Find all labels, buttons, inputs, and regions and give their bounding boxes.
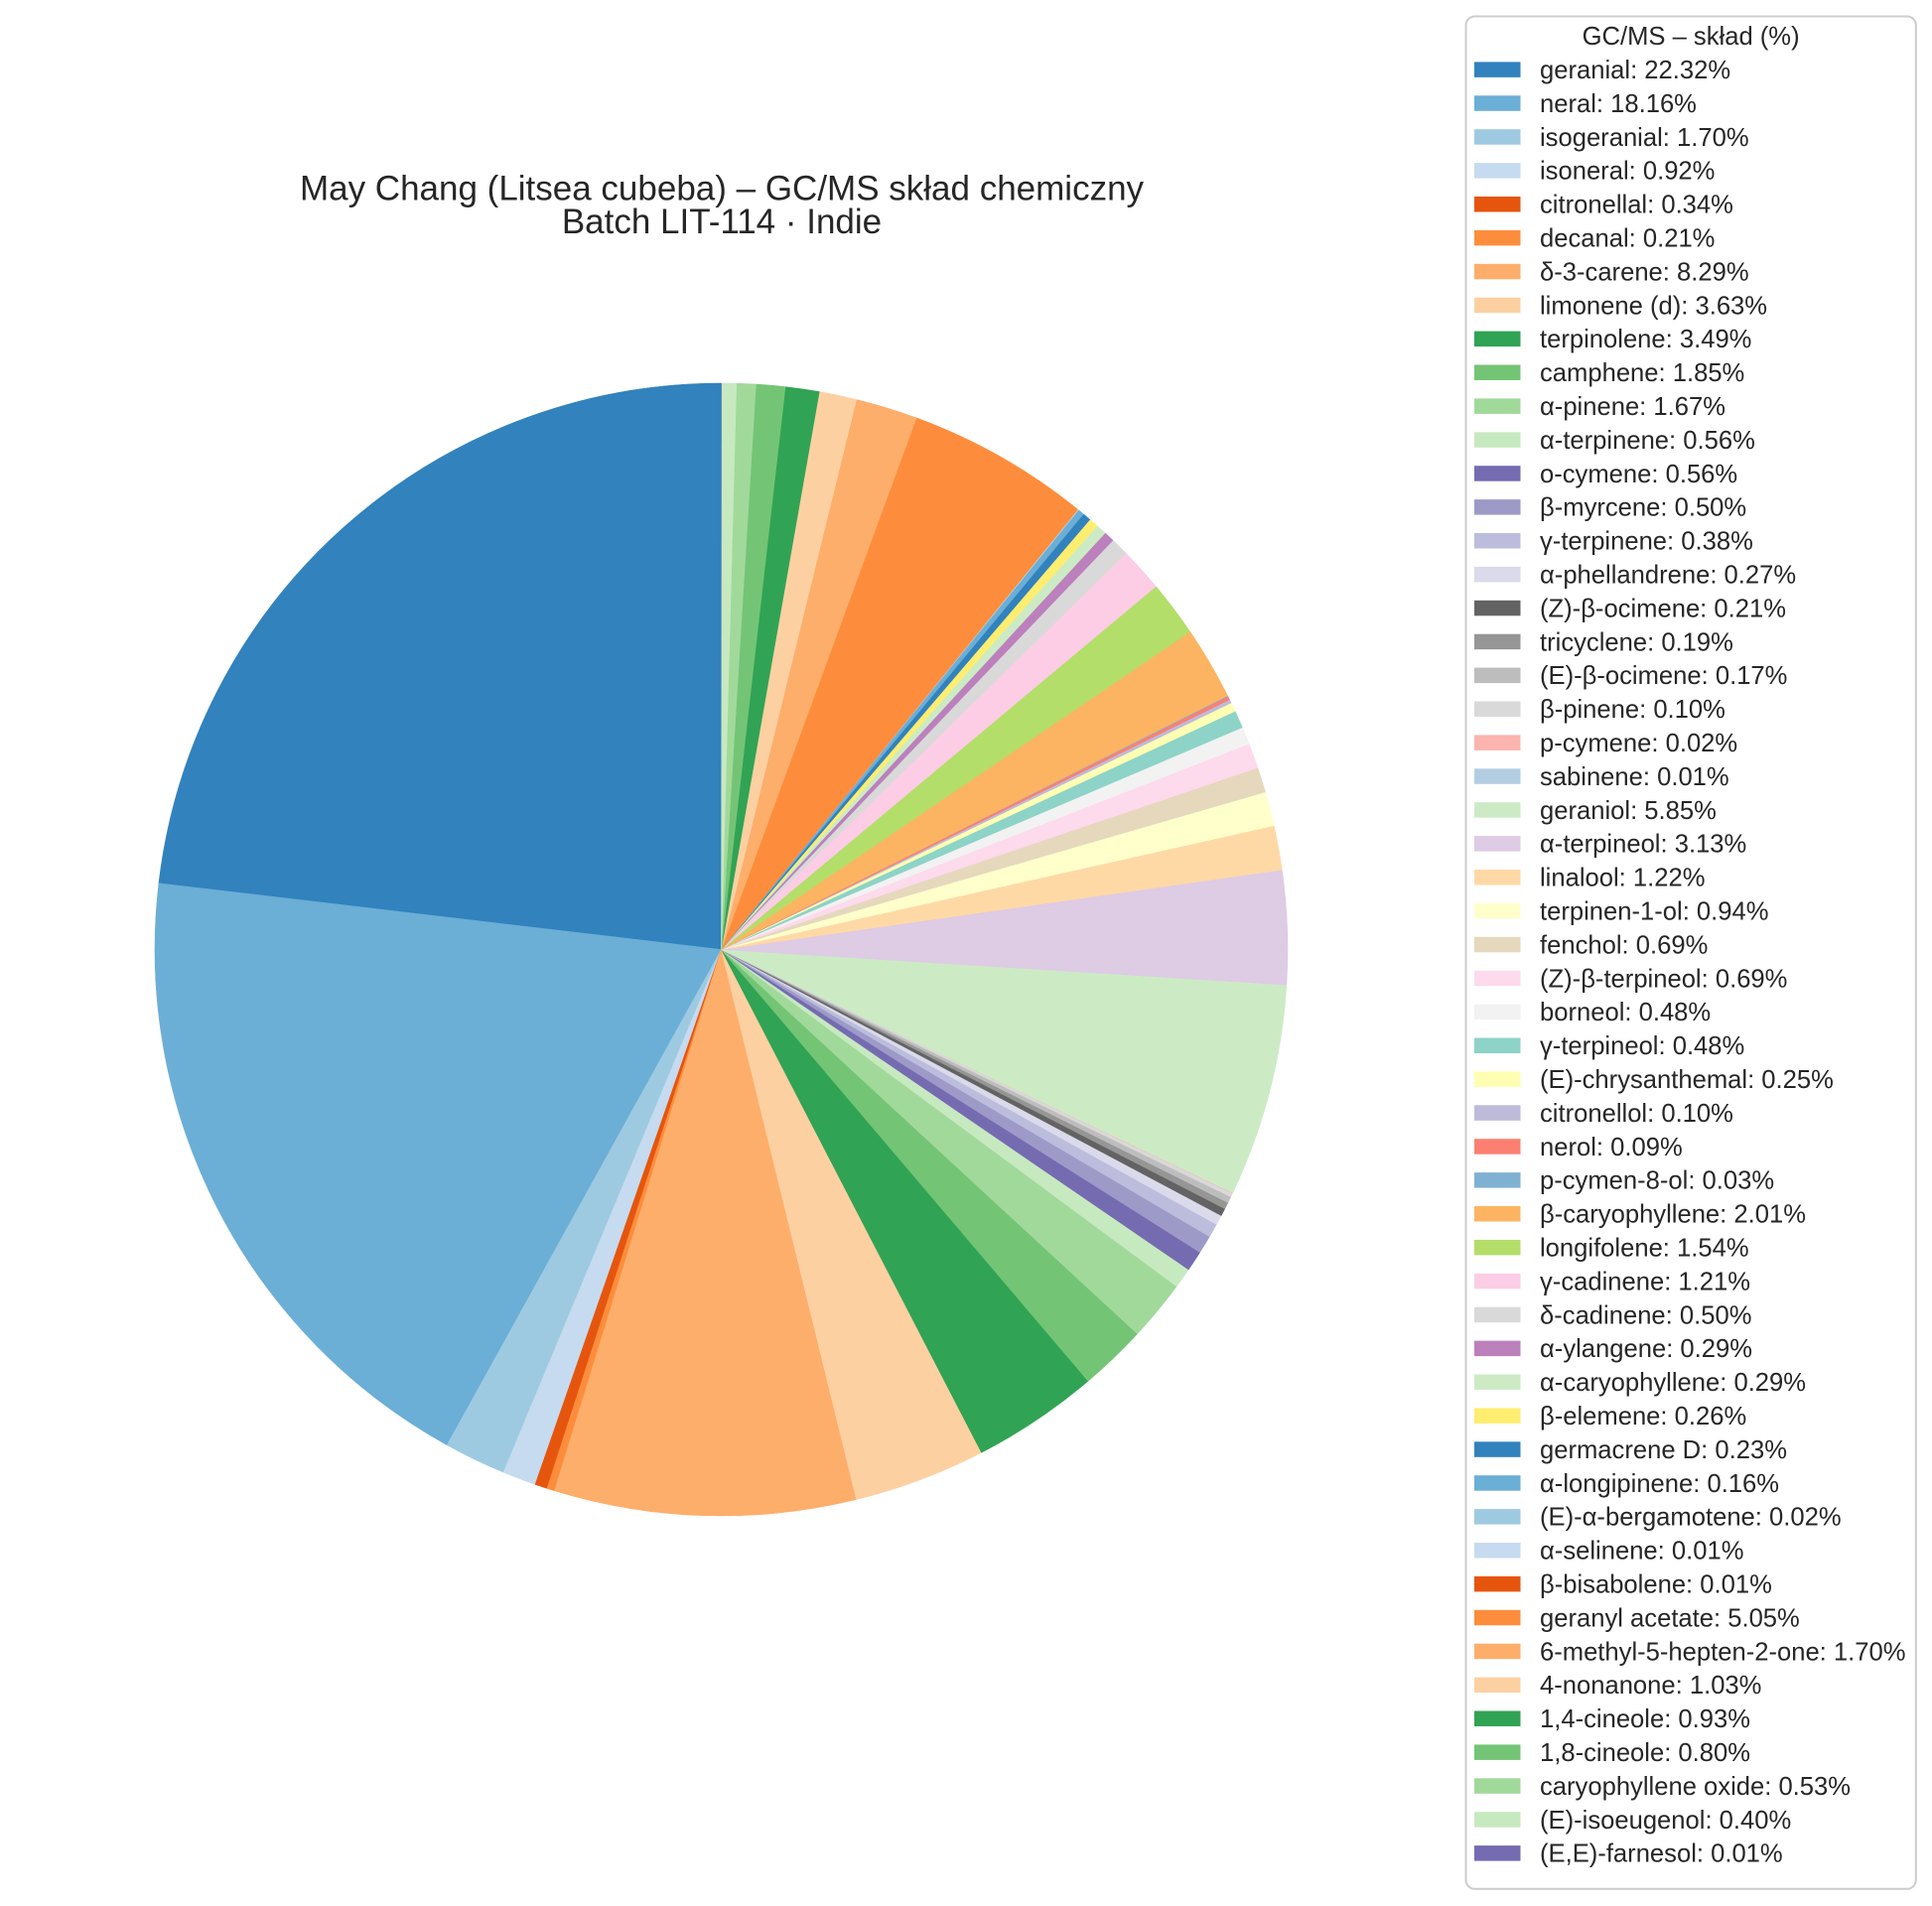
svg-text:longifolene: 1.54%: longifolene: 1.54%	[1540, 1235, 1749, 1263]
svg-text:α-pinene: 1.67%: α-pinene: 1.67%	[1540, 393, 1725, 421]
svg-text:isogeranial: 1.70%: isogeranial: 1.70%	[1540, 124, 1749, 152]
svg-text:sabinene: 0.01%: sabinene: 0.01%	[1540, 763, 1729, 791]
svg-text:(E)-isoeugenol: 0.40%: (E)-isoeugenol: 0.40%	[1540, 1807, 1791, 1835]
svg-text:p-cymene: 0.02%: p-cymene: 0.02%	[1540, 730, 1737, 757]
svg-text:nerol: 0.09%: nerol: 0.09%	[1540, 1134, 1683, 1161]
svg-text:GC/MS – skład (%): GC/MS – skład (%)	[1583, 23, 1800, 51]
svg-text:limonene (d): 3.63%: limonene (d): 3.63%	[1540, 292, 1767, 320]
svg-text:borneol: 0.48%: borneol: 0.48%	[1540, 999, 1711, 1026]
svg-text:6-methyl-5-hepten-2-one: 1.70%: 6-methyl-5-hepten-2-one: 1.70%	[1540, 1638, 1905, 1666]
svg-text:germacrene D: 0.23%: germacrene D: 0.23%	[1540, 1436, 1787, 1464]
svg-text:(E)-β-ocimene: 0.17%: (E)-β-ocimene: 0.17%	[1540, 662, 1787, 690]
svg-text:β-myrcene: 0.50%: β-myrcene: 0.50%	[1540, 494, 1746, 522]
svg-text:May Chang (Litsea cubeba) – GC: May Chang (Litsea cubeba) – GC/MS skład …	[300, 169, 1145, 207]
svg-text:α-longipinene: 0.16%: α-longipinene: 0.16%	[1540, 1470, 1779, 1498]
svg-text:linalool: 1.22%: linalool: 1.22%	[1540, 865, 1705, 892]
svg-text:4-nonanone: 1.03%: 4-nonanone: 1.03%	[1540, 1672, 1761, 1700]
svg-text:geranyl acetate: 5.05%: geranyl acetate: 5.05%	[1540, 1604, 1800, 1632]
svg-text:Batch LIT-114 · Indie: Batch LIT-114 · Indie	[562, 203, 882, 241]
svg-text:citronellal: 0.34%: citronellal: 0.34%	[1540, 192, 1733, 219]
svg-text:(Z)-β-terpineol: 0.69%: (Z)-β-terpineol: 0.69%	[1540, 965, 1787, 993]
svg-text:α-terpinene: 0.56%: α-terpinene: 0.56%	[1540, 427, 1755, 455]
svg-text:fenchol: 0.69%: fenchol: 0.69%	[1540, 931, 1708, 959]
svg-text:β-caryophyllene: 2.01%: β-caryophyllene: 2.01%	[1540, 1201, 1806, 1229]
svg-text:caryophyllene oxide: 0.53%: caryophyllene oxide: 0.53%	[1540, 1773, 1851, 1801]
svg-text:1,8-cineole: 0.80%: 1,8-cineole: 0.80%	[1540, 1739, 1750, 1767]
svg-text:β-bisabolene: 0.01%: β-bisabolene: 0.01%	[1540, 1571, 1772, 1599]
svg-text:1,4-cineole: 0.93%: 1,4-cineole: 0.93%	[1540, 1705, 1750, 1733]
svg-text:α-phellandrene: 0.27%: α-phellandrene: 0.27%	[1540, 562, 1796, 590]
svg-text:camphene: 1.85%: camphene: 1.85%	[1540, 359, 1744, 387]
svg-text:(E)-chrysanthemal: 0.25%: (E)-chrysanthemal: 0.25%	[1540, 1066, 1834, 1094]
svg-text:α-ylangene: 0.29%: α-ylangene: 0.29%	[1540, 1335, 1752, 1363]
svg-text:neral: 18.16%: neral: 18.16%	[1540, 90, 1697, 118]
svg-text:(E,E)-farnesol: 0.01%: (E,E)-farnesol: 0.01%	[1540, 1840, 1783, 1868]
svg-text:citronellol: 0.10%: citronellol: 0.10%	[1540, 1100, 1733, 1128]
svg-text:γ-terpineol: 0.48%: γ-terpineol: 0.48%	[1540, 1032, 1744, 1060]
svg-text:δ-cadinene: 0.50%: δ-cadinene: 0.50%	[1540, 1301, 1751, 1329]
svg-text:(E)-α-bergamotene: 0.02%: (E)-α-bergamotene: 0.02%	[1540, 1504, 1842, 1532]
svg-text:decanal: 0.21%: decanal: 0.21%	[1540, 225, 1715, 253]
svg-text:γ-cadinene: 1.21%: γ-cadinene: 1.21%	[1540, 1268, 1750, 1295]
svg-text:δ-3-carene: 8.29%: δ-3-carene: 8.29%	[1540, 258, 1749, 286]
svg-text:p-cymen-8-ol: 0.03%: p-cymen-8-ol: 0.03%	[1540, 1167, 1774, 1195]
svg-text:α-selinene: 0.01%: α-selinene: 0.01%	[1540, 1538, 1743, 1566]
svg-text:tricyclene: 0.19%: tricyclene: 0.19%	[1540, 628, 1733, 656]
svg-text:terpinolene: 3.49%: terpinolene: 3.49%	[1540, 326, 1751, 353]
svg-text:α-terpineol: 3.13%: α-terpineol: 3.13%	[1540, 831, 1746, 859]
svg-text:isoneral: 0.92%: isoneral: 0.92%	[1540, 158, 1715, 186]
svg-text:o-cymene: 0.56%: o-cymene: 0.56%	[1540, 461, 1737, 488]
svg-text:α-caryophyllene: 0.29%: α-caryophyllene: 0.29%	[1540, 1369, 1806, 1397]
svg-text:(Z)-β-ocimene: 0.21%: (Z)-β-ocimene: 0.21%	[1540, 595, 1786, 622]
svg-text:geraniol: 5.85%: geraniol: 5.85%	[1540, 797, 1717, 825]
svg-text:geranial: 22.32%: geranial: 22.32%	[1540, 57, 1730, 84]
svg-text:terpinen-1-ol: 0.94%: terpinen-1-ol: 0.94%	[1540, 898, 1768, 926]
svg-text:β-pinene: 0.10%: β-pinene: 0.10%	[1540, 696, 1725, 724]
svg-text:γ-terpinene: 0.38%: γ-terpinene: 0.38%	[1540, 528, 1753, 556]
svg-text:β-elemene: 0.26%: β-elemene: 0.26%	[1540, 1403, 1746, 1430]
